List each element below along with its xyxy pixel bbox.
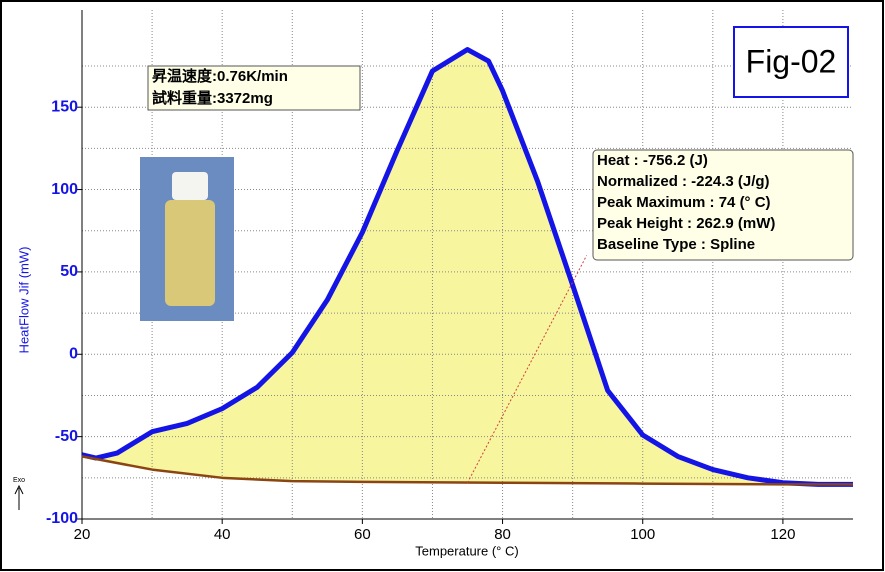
- annotation: Baseline Type : Spline: [597, 236, 755, 253]
- x-tick-label: 80: [494, 526, 511, 543]
- series-line: [467, 255, 588, 483]
- annotation: 昇温速度:0.76K/min: [152, 67, 288, 85]
- y-tick-label: 150: [51, 98, 78, 115]
- exo-label: Exo: [13, 477, 25, 484]
- annotation: Heat : -756.2 (J): [597, 152, 708, 169]
- series-line: [81, 47, 853, 487]
- x-tick-label: 60: [354, 526, 371, 543]
- x-tick-label: 120: [770, 526, 795, 543]
- annotation: Peak Height : 262.9 (mW): [597, 215, 775, 232]
- x-tick-label: 100: [630, 526, 655, 543]
- x-tick-label: 40: [214, 526, 231, 543]
- y-tick-label: -50: [55, 428, 78, 445]
- x-tick-label: 20: [74, 526, 91, 543]
- vial: [140, 157, 234, 321]
- x-axis-label: Temperature (° C): [415, 543, 518, 558]
- y-tick-label: 0: [69, 345, 78, 362]
- results-box: Heat : -756.2 (J) Normalized : -224.3 (J…: [592, 149, 854, 261]
- figure-box: [733, 26, 849, 98]
- y-axis-label: HeatFlow Jif (mW): [16, 247, 31, 354]
- annotation: Normalized : -224.3 (J/g): [597, 173, 770, 190]
- annotation: 試料重量:3372mg: [152, 89, 273, 107]
- y-tick-label: 50: [60, 263, 78, 280]
- figure-label: Fig-02: [746, 43, 837, 79]
- annotation: Peak Maximum : 74 (° C): [597, 194, 771, 211]
- conditions-box: 昇温速度:0.76K/min 試料重量:3372mg: [147, 65, 361, 111]
- y-tick-label: -100: [46, 510, 78, 527]
- y-tick-label: 100: [51, 181, 78, 198]
- peak-area: [82, 49, 853, 485]
- exo-arrow-head: [14, 484, 24, 495]
- series-line: [81, 455, 853, 486]
